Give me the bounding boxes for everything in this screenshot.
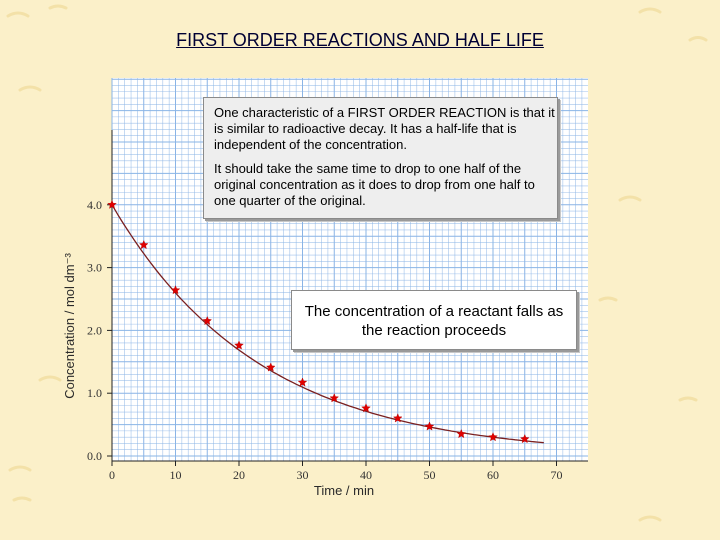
data-point: [361, 403, 371, 413]
characteristic-note-paragraph-2: It should take the same time to drop to …: [214, 161, 535, 208]
y-tick-label: 1.0: [87, 386, 102, 400]
data-point: [488, 432, 498, 442]
tick-labels: 0 10 20 30 40 50 60 70 0.0 1.0 2.0 3.0 4.0: [87, 198, 563, 482]
plot-axes: [111, 130, 588, 462]
characteristic-note: One characteristic of a FIRST ORDER REAC…: [203, 97, 558, 219]
x-tick-label: 40: [360, 468, 372, 482]
fit-curve: [111, 204, 544, 444]
data-point: [139, 239, 149, 250]
data-point: [456, 428, 466, 439]
data-point: [520, 433, 530, 444]
characteristic-note-paragraph-1: One characteristic of a FIRST ORDER REAC…: [214, 105, 555, 152]
page-title: FIRST ORDER REACTIONS AND HALF LIFE: [176, 30, 544, 50]
data-point: [107, 199, 117, 209]
data-points: [107, 199, 530, 444]
data-point: [202, 315, 212, 326]
y-tick-label: 3.0: [87, 261, 102, 275]
x-axis-label: Time / min: [314, 483, 374, 498]
data-point: [393, 413, 403, 423]
data-point: [424, 421, 435, 431]
y-tick-label: 4.0: [87, 198, 102, 212]
x-tick-label: 70: [551, 468, 563, 482]
data-point: [266, 362, 276, 372]
x-tick-label: 30: [297, 468, 309, 482]
data-point: [329, 393, 339, 403]
x-tick-label: 50: [424, 468, 436, 482]
data-point: [234, 340, 244, 350]
concentration-falls-note: The concentration of a reactant falls as…: [291, 290, 577, 350]
y-tick-label: 2.0: [87, 323, 102, 337]
data-point: [170, 285, 181, 295]
data-point: [297, 377, 308, 387]
x-tick-label: 60: [487, 468, 499, 482]
y-axis-label: Concentration / mol dm⁻³: [62, 253, 77, 399]
x-tick-label: 10: [170, 468, 182, 482]
x-tick-label: 0: [109, 468, 115, 482]
x-tick-label: 20: [233, 468, 245, 482]
y-tick-label: 0.0: [87, 449, 102, 463]
